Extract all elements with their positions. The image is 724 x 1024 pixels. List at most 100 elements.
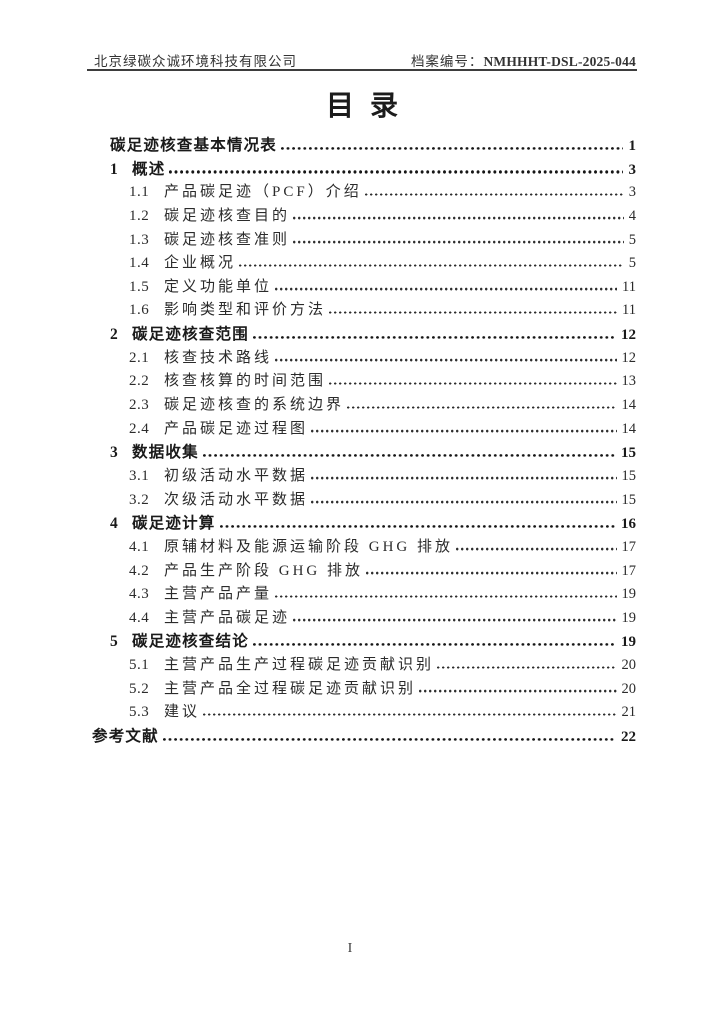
toc-entry-page: 19	[621, 634, 636, 651]
dot-leader	[311, 476, 617, 480]
toc-entry-number: 2.4	[129, 420, 150, 437]
toc-entry-page: 11	[622, 302, 636, 319]
toc-entry[interactable]: 2 碳足迹核查范围 12	[92, 323, 636, 347]
toc-entry-page: 5	[628, 255, 636, 272]
toc-entry[interactable]: 4 碳足迹计算 16	[92, 512, 636, 536]
toc-entry-title: 碳足迹计算	[132, 515, 216, 533]
toc-entry-page: 1	[628, 138, 637, 154]
toc-entry[interactable]: 1.1 产品碳足迹（PCF）介绍 3	[92, 181, 636, 205]
toc-entry[interactable]: 1.2 碳足迹核查目的 4	[92, 205, 636, 229]
toc-entry-page: 14	[621, 397, 637, 414]
toc-entry-number: 1.5	[129, 278, 150, 295]
dot-leader	[293, 216, 624, 220]
page-number: I	[347, 941, 353, 956]
header-rule	[87, 69, 637, 71]
toc-entry-page: 13	[621, 373, 637, 390]
toc-entry-title: 概述	[132, 160, 166, 178]
dot-leader	[329, 310, 618, 315]
toc-entry-title: 核查核算的时间范围	[164, 373, 327, 390]
dot-leader	[311, 429, 617, 433]
toc-entry-number: 1	[110, 160, 119, 178]
toc-entry-number: 2	[110, 326, 119, 344]
toc-entry[interactable]: 1 概述 3	[92, 158, 636, 182]
archive-number: 档案编号：NMHHHT-DSL-2025-044	[411, 50, 636, 70]
toc-entry[interactable]: 碳足迹核查基本情况表 1	[92, 134, 636, 158]
toc-entry-page: 19	[621, 609, 637, 626]
toc-entry[interactable]: 5 碳足迹核查结论 19	[92, 630, 636, 654]
toc-entry[interactable]: 4.1 原辅材料及能源运输阶段 GHG 排放 17	[92, 536, 636, 560]
toc-entry[interactable]: 5.1 主营产品生产过程碳足迹贡献识别 20	[92, 654, 636, 678]
toc-entry-title: 主营产品全过程碳足迹贡献识别	[164, 680, 417, 697]
toc-entry[interactable]: 1.6 影响类型和评价方法 11	[92, 299, 636, 323]
dot-leader	[275, 594, 617, 599]
toc-entry-page: 15	[621, 491, 637, 508]
toc-entry-title: 碳足迹核查范围	[132, 326, 249, 344]
toc-entry-page: 20	[621, 680, 637, 697]
dot-leader	[456, 547, 617, 551]
toc-entry-page: 21	[621, 704, 637, 721]
toc-entry-number: 5	[110, 633, 119, 651]
toc-entry[interactable]: 5.2 主营产品全过程碳足迹贡献识别 20	[92, 678, 636, 702]
dot-leader	[311, 500, 617, 504]
dot-leader	[275, 287, 618, 291]
dot-leader	[252, 335, 615, 340]
toc-entry-page: 17	[621, 562, 637, 579]
toc-entry-number: 4.1	[129, 538, 150, 555]
toc-entry-title: 碳足迹核查的系统边界	[164, 397, 345, 414]
dot-leader	[366, 571, 617, 575]
toc-entry-title: 原辅材料及能源运输阶段 GHG 排放	[164, 538, 453, 555]
toc-entry[interactable]: 1.4 企业概况 5	[92, 252, 636, 276]
toc-entry-page: 15	[621, 467, 637, 484]
toc-entry-title: 碳足迹核查目的	[164, 207, 291, 224]
toc-entry[interactable]: 4.3 主营产品产量 19	[92, 583, 636, 607]
archive-code: NMHHHT-DSL-2025-044	[483, 54, 636, 69]
dot-leader	[293, 240, 624, 244]
dot-leader	[219, 524, 615, 529]
toc-entry[interactable]: 1.5 定义功能单位 11	[92, 276, 636, 300]
toc-entry-page: 11	[622, 278, 636, 295]
dot-leader	[252, 642, 615, 647]
page-title: 目录	[325, 91, 414, 122]
toc-entry-title: 产品生产阶段 GHG 排放	[164, 562, 363, 579]
dot-leader	[364, 192, 624, 197]
toc-entry-page: 20	[621, 657, 637, 674]
toc-entry-title: 碳足迹核查结论	[132, 633, 249, 651]
toc-entry-page: 5	[628, 231, 636, 248]
page-footer: I	[0, 941, 700, 957]
toc-entry-number: 4	[110, 515, 119, 533]
dot-leader	[169, 170, 623, 174]
toc-entry-title: 碳足迹核查基本情况表	[110, 137, 278, 154]
toc-entry[interactable]: 1.3 碳足迹核查准则 5	[92, 229, 636, 253]
toc-entry[interactable]: 参考文献 22	[92, 725, 636, 749]
toc-entry-title: 数据收集	[132, 444, 199, 462]
toc-entry-number: 1.1	[129, 184, 150, 201]
toc-entry[interactable]: 4.2 产品生产阶段 GHG 排放 17	[92, 560, 636, 584]
toc-entry-number: 2.3	[129, 397, 150, 414]
toc-entry-number: 4.3	[129, 586, 150, 603]
archive-label: 档案编号：	[410, 54, 484, 69]
toc-entry-page: 3	[628, 184, 636, 201]
toc-entry-title: 初级活动水平数据	[164, 467, 309, 484]
toc-entry[interactable]: 2.4 产品碳足迹过程图 14	[92, 418, 636, 442]
dot-leader	[202, 453, 615, 458]
toc-entry-page: 12	[621, 349, 637, 366]
company-name: 北京绿碳众诚环境科技有限公司	[94, 54, 297, 69]
toc-entry[interactable]: 2.1 核查技术路线 12	[92, 347, 636, 371]
dot-leader	[275, 358, 617, 362]
toc-entry-number: 3	[110, 444, 119, 462]
toc-entry[interactable]: 4.4 主营产品碳足迹 19	[92, 607, 636, 631]
toc-entry-number: 3.2	[129, 491, 150, 508]
toc-entry-title: 产品碳足迹过程图	[164, 420, 309, 437]
page-header: 北京绿碳众诚环境科技有限公司 档案编号：NMHHHT-DSL-2025-044	[94, 50, 636, 70]
toc-entry[interactable]: 3.2 次级活动水平数据 15	[92, 489, 636, 513]
toc-entry[interactable]: 5.3 建议 21	[92, 701, 636, 725]
toc-entry-number: 1.4	[129, 255, 150, 272]
toc-entry-title: 建议	[164, 704, 201, 721]
toc-entry-title: 主营产品产量	[164, 586, 273, 603]
toc-entry[interactable]: 3 数据收集 15	[92, 441, 636, 465]
toc-entry[interactable]: 2.2 核查核算的时间范围 13	[92, 370, 636, 394]
toc-entry[interactable]: 2.3 碳足迹核查的系统边界 14	[92, 394, 636, 418]
toc-entry[interactable]: 3.1 初级活动水平数据 15	[92, 465, 636, 489]
toc-entry-page: 3	[628, 161, 637, 178]
toc-entry-title: 企业概况	[164, 255, 237, 272]
